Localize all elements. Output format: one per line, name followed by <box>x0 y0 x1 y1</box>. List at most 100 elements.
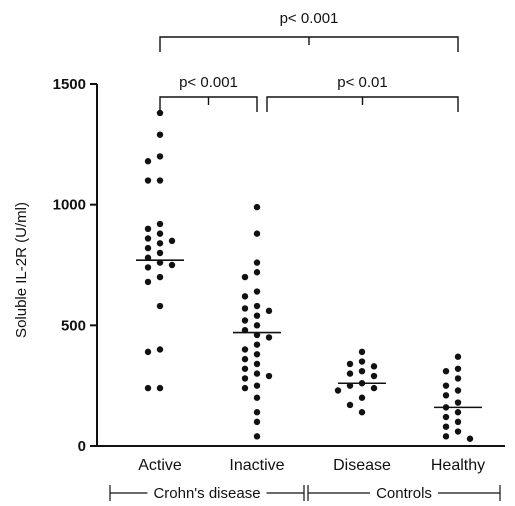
p-value-label: p< 0.001 <box>280 10 339 27</box>
data-point <box>442 413 450 421</box>
data-point <box>156 230 164 237</box>
data-point <box>253 230 261 237</box>
data-point <box>253 331 261 339</box>
data-point <box>370 363 378 370</box>
median-lines <box>136 259 482 409</box>
data-point <box>442 367 450 375</box>
data-point <box>466 435 474 442</box>
data-point <box>454 375 462 382</box>
data-point <box>253 360 261 368</box>
data-point <box>442 382 450 389</box>
data-point <box>144 244 152 252</box>
data-point <box>156 240 164 247</box>
data-point <box>253 259 261 266</box>
data-point <box>454 353 462 360</box>
data-point <box>358 394 366 401</box>
data-point <box>241 273 249 281</box>
data-point <box>346 370 354 377</box>
y-tick-label: 1500 <box>53 76 86 93</box>
data-point <box>454 399 462 406</box>
data-point <box>442 392 450 399</box>
data-point <box>144 264 152 271</box>
data-point <box>346 382 354 389</box>
data-point <box>454 365 462 372</box>
group-label: Controls <box>376 485 432 502</box>
data-point <box>442 433 450 440</box>
y-tick-label: 500 <box>61 317 86 334</box>
data-point <box>241 317 249 324</box>
data-point <box>156 153 164 160</box>
data-point <box>253 288 261 295</box>
data-point <box>358 348 366 356</box>
data-point <box>168 261 176 269</box>
data-point <box>144 384 152 392</box>
data-point <box>144 254 152 261</box>
y-axis-title: Soluble IL-2R (U/ml) <box>13 202 30 338</box>
data-point <box>144 158 152 165</box>
data-point <box>144 348 152 356</box>
data-point <box>253 382 261 389</box>
data-point <box>253 418 261 426</box>
data-point <box>253 370 261 377</box>
data-point <box>241 375 249 382</box>
y-tick-label: 0 <box>78 438 86 455</box>
data-point <box>241 384 249 392</box>
data-point <box>168 237 176 245</box>
data-point <box>156 259 164 266</box>
data-point <box>156 384 164 392</box>
data-point <box>253 203 261 211</box>
data-point <box>241 305 249 312</box>
x-category-label: Active <box>138 457 182 474</box>
significance-brackets: p< 0.001 p< 0.01 p< 0.001 <box>159 10 459 112</box>
data-point <box>358 367 366 375</box>
data-point <box>241 326 249 334</box>
axes: Soluble IL-2R (U/ml) Active Inactive Diseas… <box>13 84 505 474</box>
data-point <box>253 409 261 416</box>
data-point <box>156 109 164 117</box>
data-point <box>358 409 366 416</box>
y-ticks: 0 500 1000 1500 <box>53 76 97 455</box>
data-point <box>253 312 261 319</box>
data-point <box>334 387 342 394</box>
data-point <box>156 346 164 353</box>
data-points <box>144 109 474 442</box>
data-point <box>346 401 354 409</box>
data-point <box>253 269 261 276</box>
data-point <box>241 365 249 372</box>
data-point <box>253 341 261 348</box>
data-point <box>144 177 152 184</box>
data-point <box>253 433 261 440</box>
data-point <box>454 409 462 416</box>
data-point <box>156 249 164 257</box>
data-point <box>156 302 164 310</box>
data-point <box>265 372 273 380</box>
y-tick-label: 1000 <box>53 197 86 214</box>
data-point <box>144 235 152 242</box>
data-point <box>370 372 378 380</box>
data-point <box>454 387 462 394</box>
group-label: Crohn's disease <box>153 485 260 502</box>
data-point <box>265 334 273 341</box>
data-point <box>144 278 152 286</box>
data-point <box>346 360 354 368</box>
data-point <box>253 351 261 358</box>
data-point <box>253 394 261 401</box>
x-category-label: Disease <box>333 457 391 474</box>
data-point <box>241 346 249 353</box>
data-point <box>241 355 249 363</box>
p-value-label: p< 0.001 <box>179 74 238 91</box>
data-point <box>156 131 164 138</box>
data-point <box>442 423 450 430</box>
x-category-label: Healthy <box>431 457 485 474</box>
data-point <box>156 177 164 184</box>
group-brackets: Crohn's disease Controls <box>109 485 501 502</box>
data-point <box>454 428 462 435</box>
x-category-label: Inactive <box>229 457 284 474</box>
p-value-label: p< 0.01 <box>337 74 387 91</box>
data-point <box>241 293 249 300</box>
data-point <box>370 384 378 392</box>
data-point <box>265 307 273 315</box>
data-point <box>253 322 261 329</box>
data-point <box>454 418 462 426</box>
